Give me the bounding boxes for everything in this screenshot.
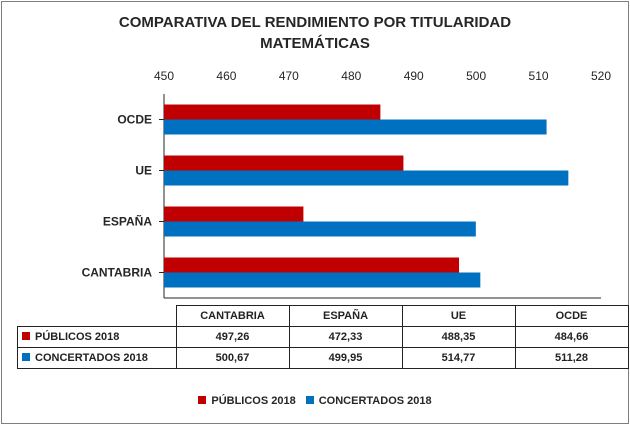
table-corner [18,306,177,327]
table-column-header: CANTABRIA [175,305,290,327]
bar-publicos-españa [164,206,304,222]
table-cell-value: 472,33 [288,326,403,348]
category-label: ESPAÑA [103,214,152,229]
category-label: UE [135,164,152,178]
legend-label: PÚBLICOS 2018 [211,395,296,407]
legend-swatch [305,396,314,404]
table-column-header: OCDE [514,305,629,327]
x-tick-label: 460 [216,69,236,83]
table-row: PÚBLICOS 2018 497,26 472,33 488,35 484,66 [17,326,629,348]
table-cell-value: 500,67 [175,347,290,369]
x-tick-label: 510 [529,69,549,83]
category-label: OCDE [117,113,152,127]
table-row-label: PÚBLICOS 2018 [17,326,177,348]
chart-title: COMPARATIVA DEL RENDIMIENTO POR TITULARI… [118,14,512,31]
bar-concertados-ocde [164,119,547,135]
legend-key-swatch [22,353,30,361]
x-tick-label: 480 [341,69,361,83]
table-cell-value: 511,28 [514,347,629,369]
bar-concertados-españa [164,221,476,237]
bar-publicos-cantabria [164,257,460,273]
data-table: CANTABRIA ESPAÑA UE OCDE PÚBLICOS 2018 497,26… [17,305,629,369]
legend-item: CONCERTADOS 2018 [305,395,432,407]
legend-key-swatch [22,332,30,340]
category-label: CANTABRIA [82,266,153,280]
bar-publicos-ue [164,155,404,171]
x-tick-label: 490 [404,69,424,83]
bar-publicos-ocde [164,104,381,120]
bar-concertados-cantabria [164,272,481,288]
table-row: CONCERTADOS 2018 500,67 499,95 514,77 511,28 [17,347,629,369]
table-cell-value: 497,26 [175,326,290,348]
legend-item: PÚBLICOS 2018 [198,395,296,407]
chart-legend: PÚBLICOS 2018 CONCERTADOS 2018 [0,395,630,407]
x-tick-label: 470 [279,69,299,83]
bar-concertados-ue [164,170,569,186]
table-cell-value: 514,77 [401,347,516,369]
x-tick-label: 450 [154,69,174,83]
table-column-header: ESPAÑA [288,305,403,327]
legend-swatch [198,396,207,404]
chart-subtitle: MATEMÁTICAS [260,35,370,52]
table-row-label: CONCERTADOS 2018 [17,347,177,369]
x-tick-label: 500 [466,69,486,83]
table-header-row: CANTABRIA ESPAÑA UE OCDE [18,305,629,327]
legend-label: CONCERTADOS 2018 [318,395,432,407]
table-column-header: UE [401,305,516,327]
table-cell-value: 488,35 [401,326,516,348]
x-tick-label: 520 [591,69,611,83]
table-cell-value: 499,95 [288,347,403,369]
table-cell-value: 484,66 [514,326,629,348]
